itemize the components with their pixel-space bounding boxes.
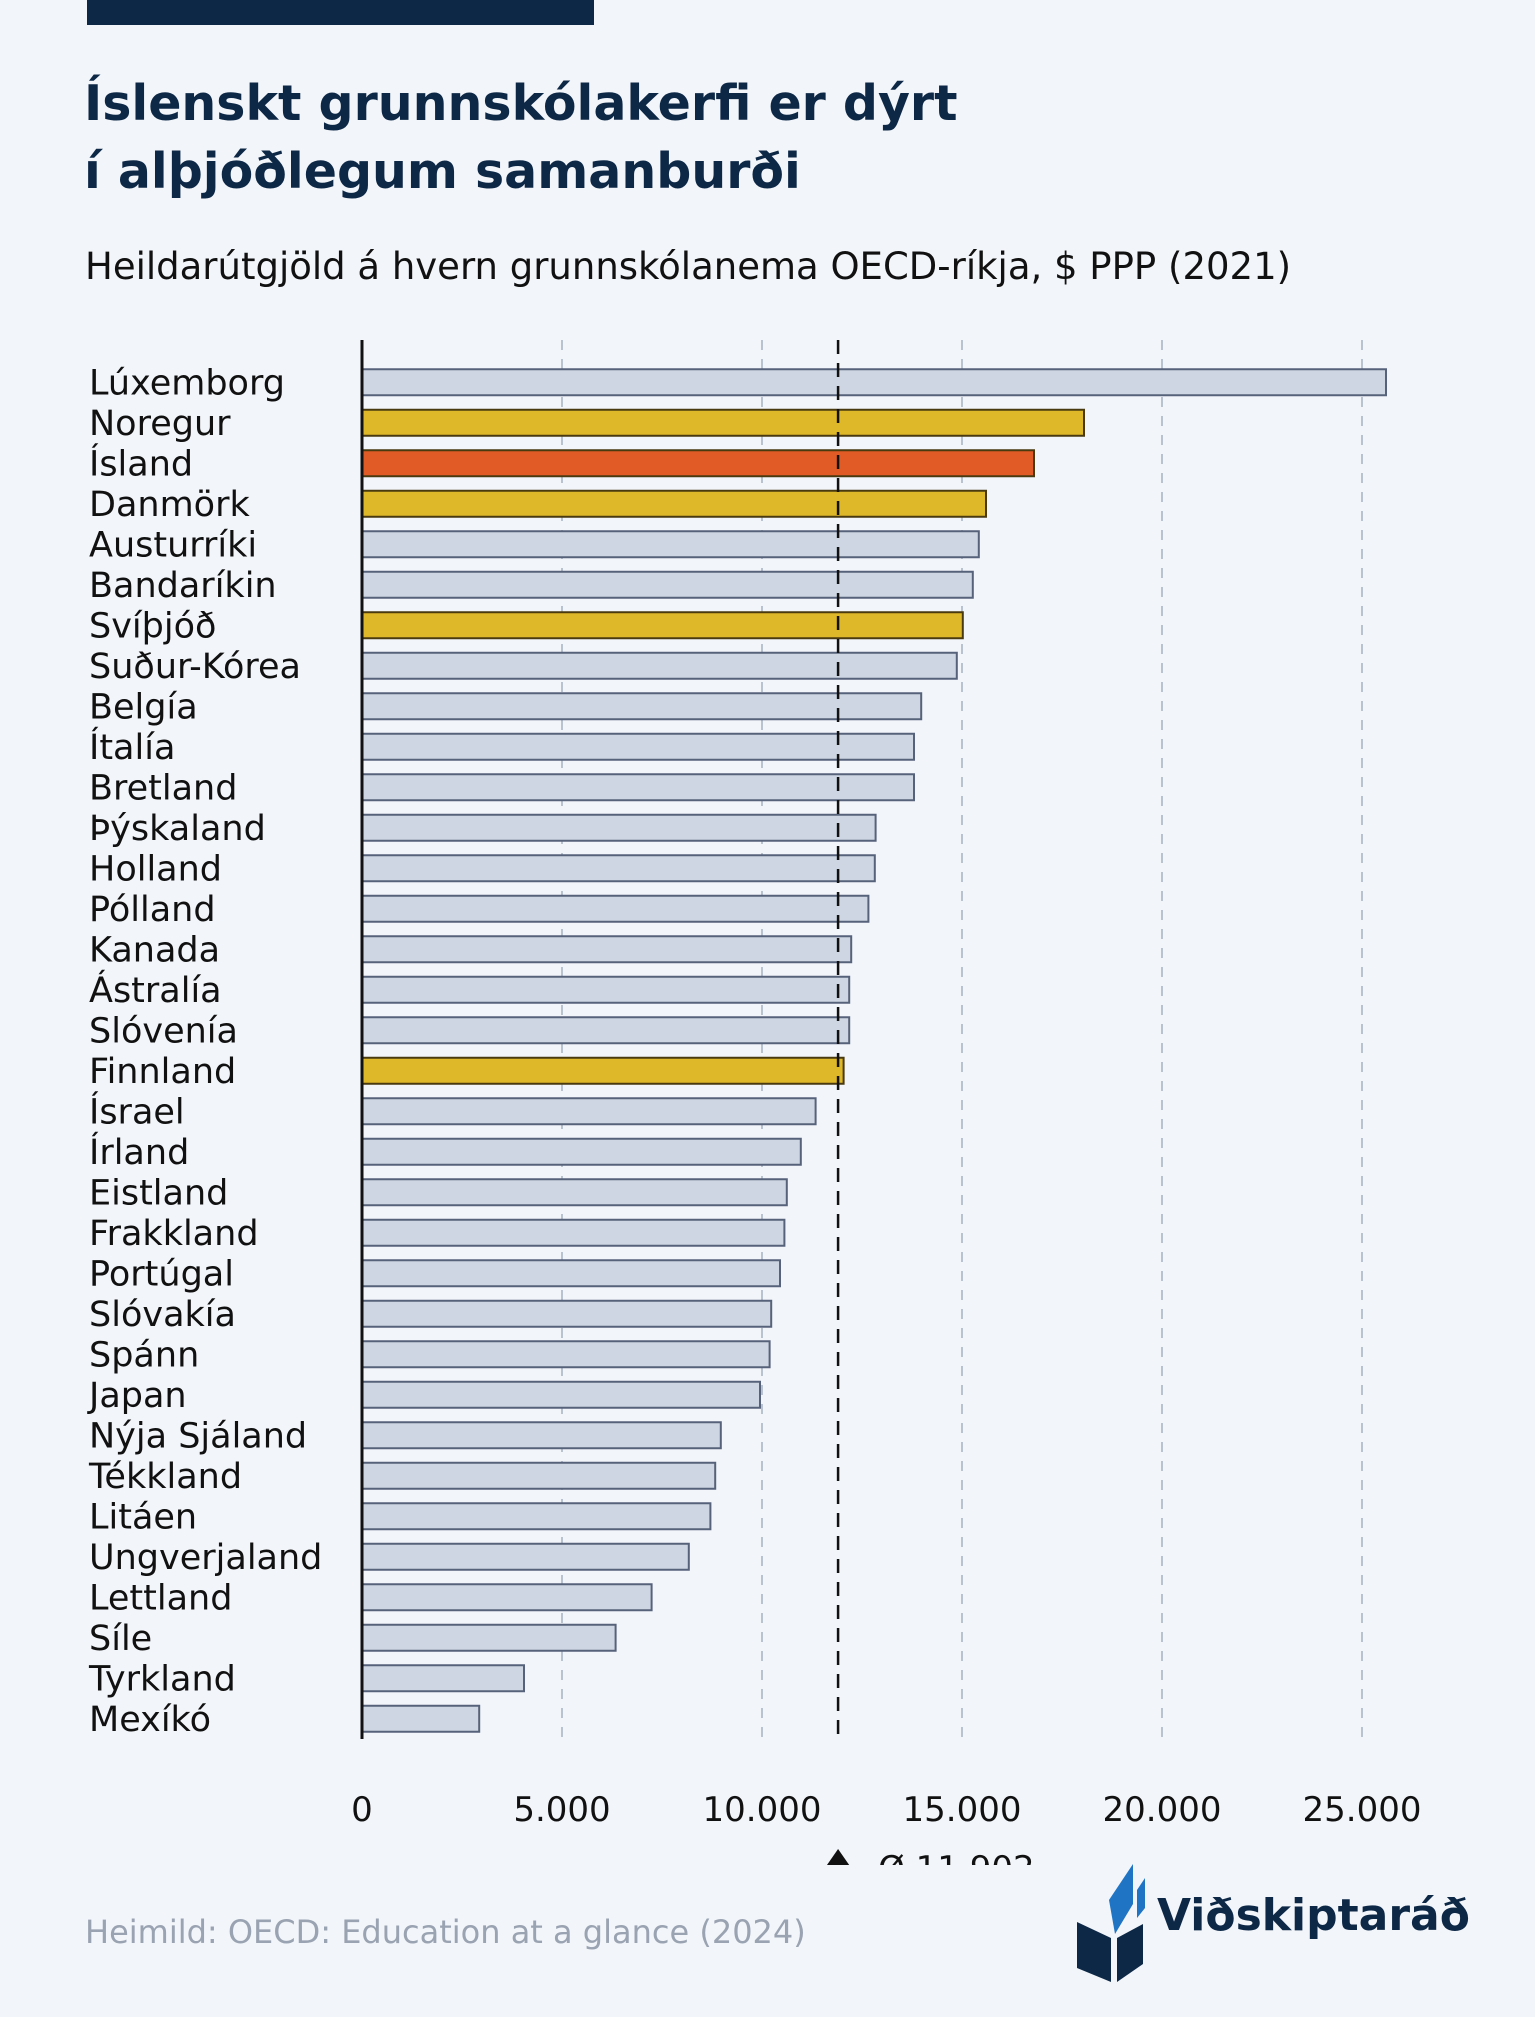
category-label: Kanada <box>89 930 220 970</box>
bar <box>361 1218 786 1247</box>
bar <box>361 449 1035 478</box>
category-label: Danmörk <box>89 485 250 525</box>
bar <box>361 489 987 518</box>
category-label: Nýja Sjáland <box>89 1416 307 1456</box>
category-label: Eistland <box>89 1173 228 1213</box>
x-tick-label: 0 <box>351 1790 373 1830</box>
x-axis: 0 5.000 10.000 15.000 20.000 25.000 <box>351 340 1421 1830</box>
category-label: Ástralía <box>89 969 222 1011</box>
category-labels: LúxemborgNoregurÍslandDanmörkAusturríkiB… <box>87 363 322 1740</box>
category-label: Írland <box>89 1131 189 1173</box>
bar <box>361 1502 712 1531</box>
chart-title: Íslenskt grunnskólakerfi er dýrt í alþjó… <box>84 70 958 206</box>
top-accent-bar <box>87 0 594 25</box>
bar <box>361 368 1387 397</box>
category-label: Slóvakía <box>89 1295 236 1335</box>
category-label: Austurríki <box>89 525 257 565</box>
title-line-2: í alþjóðlegum samanburði <box>84 143 801 200</box>
x-tick-label: 5.000 <box>513 1790 610 1830</box>
bar <box>361 1259 781 1288</box>
category-label: Suður-Kórea <box>89 647 301 687</box>
bar <box>361 732 915 761</box>
category-label: Lúxemborg <box>89 363 285 403</box>
bar <box>361 611 964 640</box>
bar <box>361 894 870 923</box>
category-label: Portúgal <box>89 1254 234 1294</box>
bar <box>361 1542 690 1571</box>
bars <box>361 368 1387 1733</box>
bar <box>361 1056 845 1085</box>
category-label: Mexíkó <box>89 1700 211 1740</box>
sprout-logo-icon <box>1077 1864 1145 1982</box>
triangle-up-icon <box>826 1849 850 1865</box>
category-label: Tyrkland <box>88 1659 236 1699</box>
title-line-1: Íslenskt grunnskólakerfi er dýrt <box>84 75 958 132</box>
bar <box>361 692 923 721</box>
x-tick-label: 20.000 <box>1103 1790 1222 1830</box>
bar <box>361 1421 722 1450</box>
bar <box>361 1097 817 1126</box>
category-label: Litáen <box>89 1497 197 1537</box>
x-tick-label: 25.000 <box>1303 1790 1422 1830</box>
source-note: Heimild: OECD: Education at a glance (20… <box>85 1913 806 1951</box>
category-label: Lettland <box>89 1578 232 1618</box>
bar <box>361 773 915 802</box>
category-label: Ísrael <box>89 1090 185 1132</box>
x-tick-label: 15.000 <box>903 1790 1022 1830</box>
logo-text: Viðskiptaráð <box>1157 1890 1470 1941</box>
category-label: Svíþjóð <box>89 606 216 646</box>
category-label: Holland <box>89 849 222 889</box>
bar <box>361 651 958 680</box>
category-label: Belgía <box>89 687 198 727</box>
category-label: Síle <box>89 1619 152 1659</box>
average-label: Ø 11.902 <box>878 1849 1035 1865</box>
bar <box>361 1583 653 1612</box>
category-label: Bandaríkin <box>89 566 277 606</box>
bar <box>361 408 1085 437</box>
average-marker: Ø 11.902 <box>826 340 1035 1865</box>
bar <box>361 1016 851 1045</box>
category-label: Finnland <box>89 1052 236 1092</box>
category-label: Noregur <box>89 404 231 444</box>
bar <box>361 1623 617 1652</box>
category-label: Slóvenía <box>89 1011 238 1051</box>
category-label: Ítalía <box>89 726 175 768</box>
bar-chart: LúxemborgNoregurÍslandDanmörkAusturríkiB… <box>87 340 1421 1865</box>
bar <box>361 813 877 842</box>
category-label: Tékkland <box>88 1457 242 1497</box>
category-label: Ísland <box>89 442 193 484</box>
bar <box>361 1178 788 1207</box>
bar <box>361 530 980 559</box>
bar <box>361 1340 771 1369</box>
chart-subtitle: Heildarútgjöld á hvern grunnskólanema OE… <box>85 245 1292 288</box>
category-label: Frakkland <box>89 1214 259 1254</box>
bar <box>361 935 853 964</box>
bar <box>361 1380 761 1409</box>
bar <box>361 1664 525 1693</box>
category-label: Þýskaland <box>89 809 266 849</box>
bar <box>361 1137 802 1166</box>
bar <box>361 975 851 1004</box>
category-label: Japan <box>87 1376 187 1416</box>
bar <box>361 1704 481 1733</box>
brand-logo: Viðskiptaráð <box>1075 1860 1495 1985</box>
bar <box>361 1461 717 1490</box>
bar <box>361 570 974 599</box>
category-label: Pólland <box>89 890 216 930</box>
category-label: Bretland <box>89 768 237 808</box>
x-tick-label: 10.000 <box>703 1790 822 1830</box>
bar <box>361 854 876 883</box>
category-label: Spánn <box>89 1335 199 1375</box>
bar <box>361 1299 773 1328</box>
category-label: Ungverjaland <box>89 1538 322 1578</box>
